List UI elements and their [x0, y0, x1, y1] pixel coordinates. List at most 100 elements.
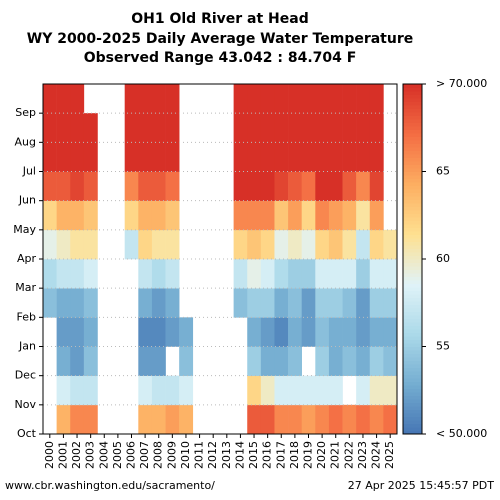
heat-cell [151, 229, 166, 260]
x-tick-label: 2021 [329, 441, 342, 469]
colorbar-segment [403, 266, 422, 270]
colorbar-segment [403, 259, 422, 263]
heat-cell [288, 84, 302, 114]
heat-cell [233, 171, 248, 201]
colorbar-segment [403, 290, 422, 295]
colorbar-segment [403, 199, 422, 204]
heat-cell [151, 346, 166, 376]
x-tick-label: 2013 [220, 441, 233, 469]
x-tick-label: 2005 [111, 441, 124, 469]
colorbar-segment [403, 147, 422, 151]
heat-cell [233, 229, 248, 260]
colorbar-segment [403, 234, 422, 239]
colorbar-segment [403, 322, 422, 326]
colorbar-segment [403, 413, 422, 417]
heat-cell [70, 229, 85, 260]
heat-cell [288, 404, 302, 435]
heat-cell [260, 171, 275, 201]
heat-cell [56, 200, 71, 231]
heat-cell [328, 375, 343, 406]
heat-cell [247, 346, 262, 376]
heat-cell [151, 317, 166, 347]
heat-cell [151, 288, 166, 318]
heat-cell [288, 229, 302, 260]
heat-cell [288, 259, 302, 289]
heat-cell [233, 84, 248, 114]
y-tick-label: Sep [15, 106, 36, 119]
heat-cell [138, 259, 153, 289]
x-tick-label: 2006 [125, 441, 138, 469]
colorbar-segment [403, 406, 422, 410]
colorbar-segment [403, 255, 422, 260]
heat-cell [315, 229, 330, 260]
heat-cell [247, 229, 262, 260]
heat-cell [165, 229, 180, 260]
heat-cell [356, 171, 371, 201]
colorbar-segment [403, 91, 422, 95]
heat-cell [383, 375, 398, 406]
colorbar-segment [403, 367, 422, 372]
heat-cell [342, 142, 357, 172]
heat-cell [70, 84, 85, 114]
heat-cell [43, 84, 57, 114]
colorbar-segment [403, 423, 422, 428]
timestamp: 27 Apr 2025 15:45:57 PDT [348, 479, 495, 492]
heat-cell [83, 113, 98, 143]
colorbar-segment [403, 245, 422, 249]
colorbar-segment [403, 395, 422, 400]
heat-cell [247, 288, 262, 318]
heat-cell [383, 346, 398, 376]
colorbar-segment [403, 196, 422, 200]
heat-cell [301, 229, 316, 260]
colorbar-segment [403, 136, 422, 141]
heat-cell [342, 84, 357, 114]
heat-cell [70, 317, 85, 347]
heat-cell [43, 200, 57, 231]
heat-cell [274, 171, 289, 201]
heat-cell [70, 375, 85, 406]
heat-cell [260, 200, 275, 231]
colorbar-segment [403, 248, 422, 253]
x-tick-label: 2022 [342, 441, 355, 469]
heat-cell [83, 317, 98, 347]
colorbar-segment [403, 238, 422, 242]
heat-cell [356, 142, 371, 172]
heat-cell [165, 375, 180, 406]
heat-cell [315, 113, 330, 143]
y-tick-label: Oct [17, 427, 37, 440]
y-tick-label: Nov [15, 398, 37, 411]
x-tick-label: 2012 [206, 441, 219, 469]
colorbar-segment [403, 311, 422, 316]
y-tick-label: Feb [17, 310, 36, 323]
colorbar-segment [403, 129, 422, 134]
colorbar-segment [403, 206, 422, 211]
colorbar-segment [403, 364, 422, 368]
colorbar-tick-label: > 70.000 [436, 77, 487, 90]
colorbar-segment [403, 133, 422, 137]
heat-cell [43, 142, 57, 172]
colorbar-segment [403, 157, 422, 162]
heat-cell [165, 288, 180, 318]
heat-cell [342, 346, 357, 376]
colorbar-segment [403, 241, 422, 246]
heat-cell [301, 317, 316, 347]
heat-cell [138, 317, 153, 347]
heat-cell [138, 171, 153, 201]
heat-cell [274, 200, 289, 231]
heat-cell [315, 171, 330, 201]
heat-cell [342, 113, 357, 143]
heat-cell [288, 288, 302, 318]
heat-cell [369, 404, 384, 435]
heat-cell [151, 259, 166, 289]
heat-cell [43, 288, 57, 318]
colorbar-segment [403, 346, 422, 351]
heat-cell [56, 171, 71, 201]
colorbar-segment [403, 427, 422, 431]
x-tick-label: 2009 [165, 441, 178, 469]
heat-cell [70, 288, 85, 318]
heat-cell [70, 346, 85, 376]
colorbar-segment [403, 371, 422, 375]
heat-cell [315, 200, 330, 231]
heat-cell [260, 142, 275, 172]
